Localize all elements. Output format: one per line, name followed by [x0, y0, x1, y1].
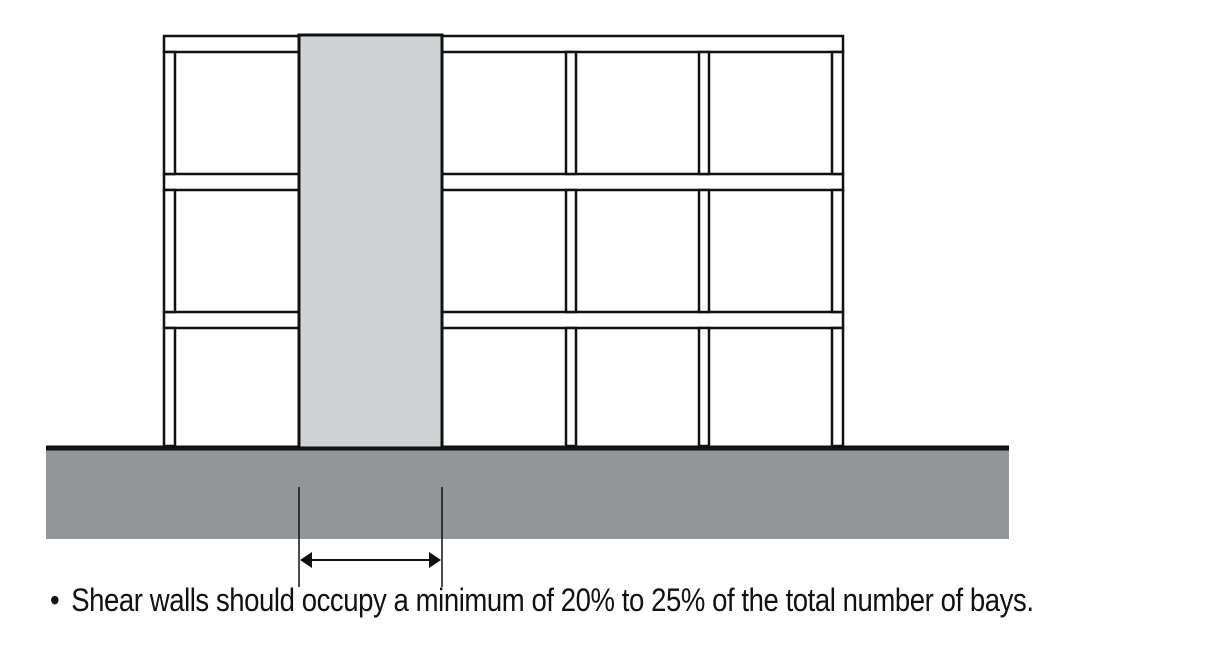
floor-beam-right-1	[440, 310, 845, 330]
roof-beam-right	[440, 34, 845, 54]
roof-beam-left	[162, 34, 301, 54]
ground	[46, 449, 1009, 539]
bullet-icon: •	[50, 582, 60, 618]
floor-beam-left-2	[162, 172, 301, 192]
floor-beam-left-1	[162, 310, 301, 330]
double-arrow-dimension-icon	[300, 552, 441, 568]
shear-wall	[297, 33, 444, 450]
column-interior-2	[697, 50, 711, 448]
floor-beam-right-2	[440, 172, 845, 192]
column-left	[162, 50, 177, 448]
column-interior-1	[564, 50, 578, 448]
caption: • Shear walls should occupy a minimum of …	[50, 582, 1034, 619]
column-right	[830, 50, 845, 448]
caption-text: Shear walls should occupy a minimum of 2…	[71, 582, 1034, 618]
